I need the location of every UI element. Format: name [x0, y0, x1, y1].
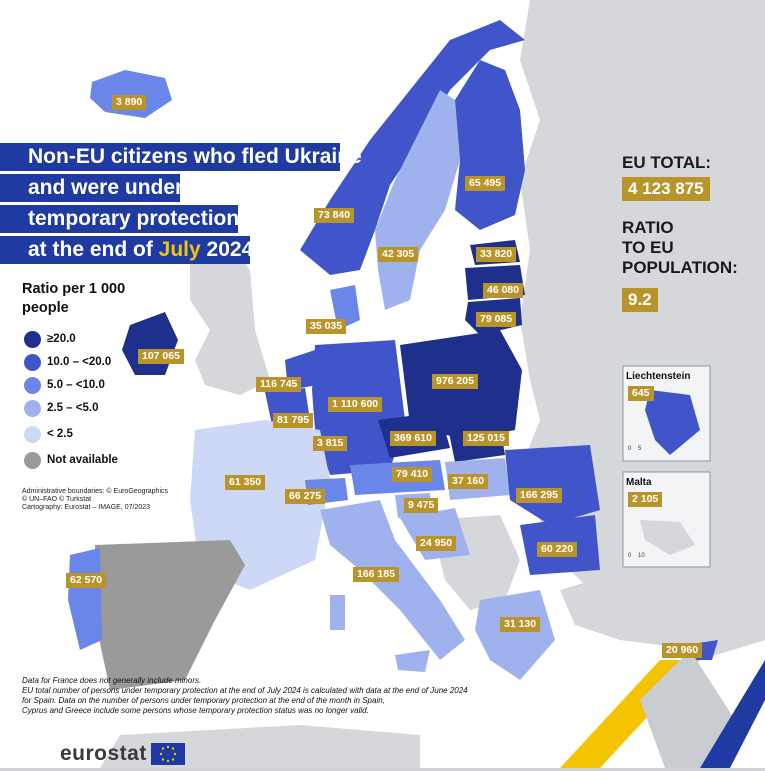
- value-estonia: 33 820: [476, 247, 517, 262]
- value-austria: 79 410: [392, 467, 433, 482]
- legend-label: < 2.5: [47, 428, 73, 440]
- value-netherlands: 116 745: [256, 377, 302, 392]
- value-portugal: 62 570: [66, 573, 107, 588]
- land-non-eu-turkey: [560, 560, 765, 650]
- credits-line: © UN–FAO © Turkstat: [22, 496, 92, 503]
- value-italy: 166 185: [353, 567, 399, 582]
- denmark: [330, 285, 360, 330]
- value-czechia: 369 610: [390, 431, 436, 446]
- legend-title: Ratio per 1 000 people: [22, 281, 126, 316]
- value-finland: 65 495: [465, 176, 506, 191]
- value-norway: 73 840: [314, 208, 355, 223]
- credits-line: Administrative boundaries: © EuroGeograp…: [22, 488, 169, 495]
- sicily: [395, 650, 430, 672]
- legend-label: 10.0 – <20.0: [47, 356, 112, 368]
- value-iceland: 3 890: [112, 95, 147, 110]
- credits-line: Cartography: Eurostat – IMAGE, 07/2023: [22, 504, 151, 511]
- value-latvia: 46 080: [483, 283, 524, 298]
- value-bulgaria: 60 220: [537, 542, 578, 557]
- legend-label: ≥20.0: [47, 333, 76, 345]
- value-belgium: 81 795: [273, 413, 314, 428]
- ratio-label-3: POPULATION:: [622, 258, 738, 277]
- legend-swatch: [24, 425, 41, 443]
- legend-label: 2.5 – <5.0: [47, 402, 99, 414]
- greece: [475, 590, 555, 680]
- title-line-4: at the end of July 2024: [0, 236, 253, 264]
- footnote: Data for France does not generally inclu…: [22, 676, 562, 716]
- value-slovakia: 125 015: [463, 431, 509, 446]
- legend-item: Not available: [24, 451, 118, 469]
- legend-label: Not available: [47, 454, 118, 466]
- legend-swatch: [24, 451, 41, 469]
- legend-swatch: [24, 353, 41, 371]
- value-croatia: 24 950: [416, 536, 457, 551]
- eu-flag-icon: [150, 743, 185, 765]
- ratio-value: 9.2: [622, 288, 658, 312]
- footnote-line: Data for France does not generally inclu…: [22, 676, 202, 685]
- value-france: 61 350: [225, 475, 266, 490]
- value-switzerland: 66 275: [285, 489, 326, 504]
- eurostat-logo: eurostat: [60, 742, 185, 766]
- legend-item: < 2.5: [24, 425, 73, 443]
- eu-total-value: 4 123 875: [622, 177, 710, 201]
- footnote-line: Cyprus and Greece include some persons w…: [22, 706, 369, 715]
- logo-text: eurostat: [60, 742, 147, 765]
- iceland: [90, 70, 172, 118]
- footnote-line: EU total number of persons under tempora…: [22, 686, 468, 695]
- title-month: July: [158, 238, 201, 261]
- malta-shape: [640, 520, 695, 555]
- title-line-4-pre: at the end of: [28, 238, 159, 261]
- spain: [95, 540, 245, 690]
- legend-swatch: [24, 330, 41, 348]
- inset-liechtenstein-title: Liechtenstein: [626, 371, 691, 382]
- legend-item: 5.0 – <10.0: [24, 376, 105, 394]
- eu-total-label: EU TOTAL:: [622, 153, 712, 172]
- ratio-label-2: TO EU: [622, 238, 674, 257]
- inset-malta-title: Malta: [626, 477, 652, 488]
- title-line-3: temporary protection: [0, 205, 239, 233]
- value-greece: 31 130: [500, 617, 541, 632]
- value-ireland: 107 065: [138, 349, 184, 364]
- value-poland: 976 205: [432, 374, 478, 389]
- value-germany: 1 110 600: [328, 397, 383, 412]
- title-year: 2024: [200, 238, 254, 261]
- sardinia: [330, 595, 345, 630]
- value-sweden: 42 305: [378, 247, 419, 262]
- legend-swatch: [24, 376, 41, 394]
- value-cyprus: 20 960: [662, 643, 703, 658]
- value-hungary: 37 160: [448, 474, 489, 489]
- liechtenstein-shape: [645, 390, 700, 455]
- legend-label: 5.0 – <10.0: [47, 379, 105, 391]
- romania: [505, 445, 600, 525]
- title-line-2: and were under: [0, 174, 183, 202]
- legend-item: 2.5 – <5.0: [24, 399, 98, 417]
- value-luxembourg: 3 815: [313, 436, 348, 451]
- value-denmark: 35 035: [306, 319, 347, 334]
- legend-item: 10.0 – <20.0: [24, 353, 111, 371]
- legend-swatch: [24, 399, 41, 417]
- inset-liechtenstein-scale: 0 5: [628, 446, 642, 452]
- inset-malta-value: 2 105: [628, 492, 663, 507]
- decor-blue: [700, 660, 765, 768]
- value-lithuania: 79 085: [476, 312, 517, 327]
- ratio-label-1: RATIO: [622, 218, 674, 237]
- value-romania: 166 295: [516, 488, 562, 503]
- inset-malta-scale: 0 10: [628, 553, 645, 559]
- value-slovenia: 9 475: [404, 498, 439, 513]
- credits: Administrative boundaries: © EuroGeograp…: [22, 488, 192, 512]
- inset-liechtenstein-value: 645: [628, 386, 654, 401]
- land-uk: [190, 240, 270, 395]
- legend-item: ≥20.0: [24, 330, 76, 348]
- footnote-line: for Spain. Data on the number of persons…: [22, 696, 385, 705]
- decor-grey: [640, 650, 735, 768]
- title-line-1: Non-EU citizens who fled Ukraine: [0, 143, 362, 171]
